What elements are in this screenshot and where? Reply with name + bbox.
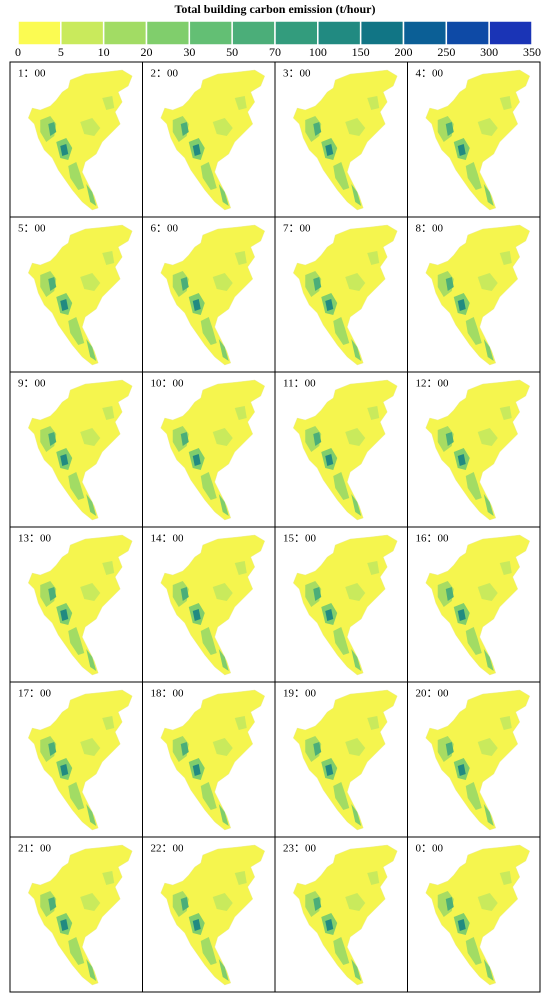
panel-label: 2：00 [151, 68, 179, 80]
legend-swatch [445, 20, 490, 46]
legend-swatch [402, 20, 448, 46]
panel-label: 4：00 [416, 68, 444, 80]
region-map [160, 534, 266, 676]
region-map [160, 224, 266, 366]
region-map [27, 844, 133, 986]
panel-label: 20：00 [416, 688, 449, 700]
legend-swatch [188, 20, 233, 46]
panel-label: 18：00 [151, 688, 184, 700]
legend-swatch [231, 20, 276, 46]
panel-label: 19：00 [283, 688, 316, 700]
region-map [27, 379, 133, 521]
legend-swatch [359, 20, 405, 46]
region-map [425, 379, 531, 521]
panel-label: 10：00 [151, 378, 184, 390]
legend-swatch [274, 20, 319, 46]
legend-tick-label: 100 [309, 45, 327, 59]
region-map [425, 534, 531, 676]
panel-label: 8：00 [416, 223, 444, 235]
legend-tick-label: 50 [226, 45, 238, 59]
panel-label: 7：00 [283, 223, 311, 235]
legend-tick-label: 350 [523, 45, 541, 59]
panel-label: 17：00 [18, 688, 51, 700]
legend-swatch [488, 20, 533, 46]
panel-label: 23：00 [283, 843, 316, 855]
panel-label: 1：00 [18, 68, 46, 80]
panel-label: 16：00 [416, 533, 449, 545]
panel-label: 21：00 [18, 843, 51, 855]
legend-tick-label: 0 [15, 45, 21, 59]
legend-tick-label: 30 [183, 45, 195, 59]
region-map [27, 534, 133, 676]
legend-tick-label: 70 [269, 45, 281, 59]
legend-tick-label: 10 [98, 45, 110, 59]
region-map [160, 844, 266, 986]
panel-label: 12：00 [416, 378, 449, 390]
region-map [160, 69, 266, 211]
legend-tick-label: 20 [141, 45, 153, 59]
legend-tick-label: 150 [352, 45, 370, 59]
panel-label: 0：00 [416, 843, 444, 855]
legend-swatch [17, 20, 62, 46]
legend-tick-label: 5 [58, 45, 64, 59]
panels: 1：00 2：00 3：00 4：00 5：00 6：00 7：00 8：00 9：00 10：0… [10, 62, 540, 992]
panel-label: 14：00 [151, 533, 184, 545]
panel-label: 22：00 [151, 843, 184, 855]
region-map [425, 224, 531, 366]
region-map [27, 689, 133, 831]
region-map [27, 69, 133, 211]
legend-tick-label: 200 [395, 45, 413, 59]
region-map [27, 224, 133, 366]
region-map [160, 379, 266, 521]
panel-label: 6：00 [151, 223, 179, 235]
legend: 0 5 10 20 30 50 70 100 150 200 250 300 350 [15, 20, 541, 59]
region-map [292, 224, 398, 366]
legend-tick-label: 250 [437, 45, 455, 59]
panel-label: 13：00 [18, 533, 51, 545]
panel-label: 11：00 [283, 378, 316, 390]
panel-label: 15：00 [283, 533, 316, 545]
region-map [425, 69, 531, 211]
legend-swatch [317, 20, 362, 46]
panel-label: 9：00 [18, 378, 46, 390]
region-map [292, 534, 398, 676]
region-map [292, 69, 398, 211]
legend-tick-label: 300 [480, 45, 498, 59]
panel-label: 5：00 [18, 223, 46, 235]
region-map [425, 689, 531, 831]
region-map [425, 844, 531, 986]
legend-swatch [102, 20, 148, 46]
panel-label: 3：00 [283, 68, 311, 80]
legend-title: Total building carbon emission (t/hour) [175, 2, 376, 16]
region-map [160, 689, 266, 831]
region-map [292, 689, 398, 831]
legend-swatch [145, 20, 191, 46]
region-map [292, 844, 398, 986]
legend-swatch [60, 20, 105, 46]
region-map [292, 379, 398, 521]
